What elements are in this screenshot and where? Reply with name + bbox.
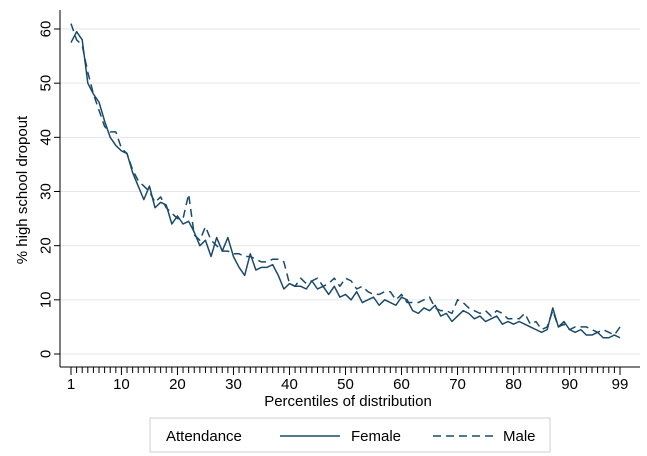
y-axis-title: % high school dropout <box>14 115 31 264</box>
y-axis-ticks: 0 10 20 30 40 50 60 <box>38 21 60 358</box>
x-tick-label: 99 <box>612 376 629 393</box>
y-tick-label: 50 <box>38 75 55 92</box>
x-tick-label: 30 <box>225 376 242 393</box>
legend-title: Attendance <box>166 428 242 445</box>
legend: Attendance Female Male <box>149 417 551 453</box>
series-lines <box>70 23 621 339</box>
legend-box <box>149 417 551 453</box>
y-tick-label: 30 <box>38 183 55 200</box>
y-tick-label: 0 <box>38 350 55 358</box>
legend-label-male: Male <box>503 428 536 445</box>
x-tick-label: 60 <box>393 376 410 393</box>
x-tick-label: 20 <box>169 376 186 393</box>
x-tick-label: 50 <box>337 376 354 393</box>
x-tick-label: 80 <box>505 376 522 393</box>
y-tick-label: 40 <box>38 129 55 146</box>
x-axis-title: Percentiles of distribution <box>264 393 432 410</box>
legend-label-female: Female <box>351 428 401 445</box>
y-tick-label: 20 <box>38 237 55 254</box>
x-axis-ticks: 1 10 20 30 40 50 60 70 80 90 99 <box>67 367 629 393</box>
x-tick-label: 1 <box>67 376 75 393</box>
x-tick-label: 90 <box>561 376 578 393</box>
y-tick-label: 10 <box>38 291 55 308</box>
series-line-female <box>70 30 621 339</box>
series-line-male <box>70 23 621 336</box>
x-tick-label: 10 <box>113 376 130 393</box>
y-tick-label: 60 <box>38 21 55 38</box>
x-tick-label: 40 <box>281 376 298 393</box>
gridlines <box>60 28 640 355</box>
x-tick-label: 70 <box>449 376 466 393</box>
